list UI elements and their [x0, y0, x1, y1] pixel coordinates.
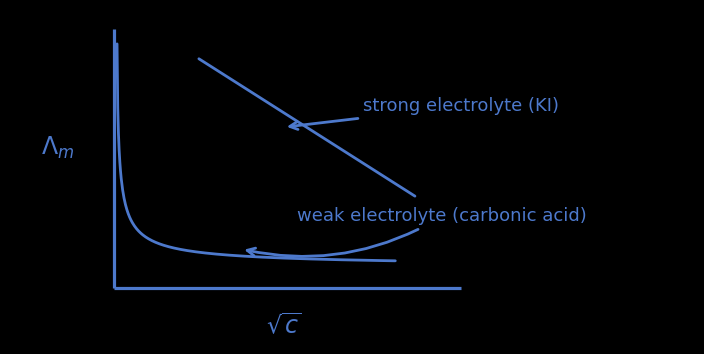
Text: strong electrolyte (KI): strong electrolyte (KI)	[290, 97, 558, 130]
Text: $\Lambda_m$: $\Lambda_m$	[42, 135, 75, 161]
Text: weak electrolyte (carbonic acid): weak electrolyte (carbonic acid)	[247, 207, 587, 256]
Text: $\sqrt{c}$: $\sqrt{c}$	[266, 313, 302, 339]
